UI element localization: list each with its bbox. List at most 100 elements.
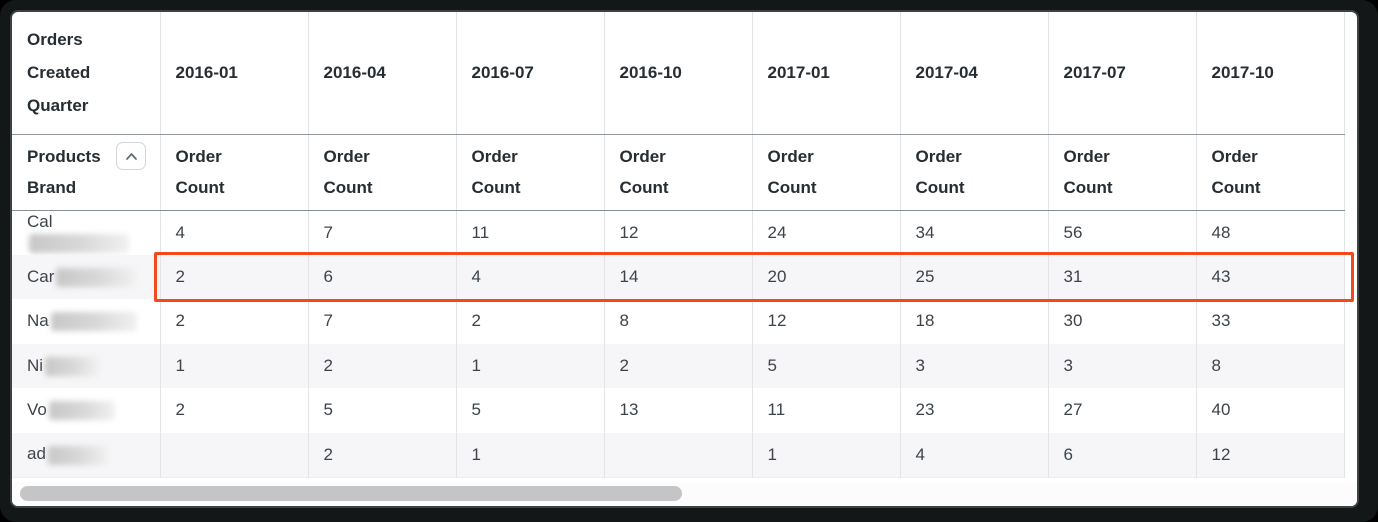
row-label-prefix: Car bbox=[27, 266, 55, 286]
order-count-cell[interactable]: 12 bbox=[752, 299, 901, 344]
measure-column-header[interactable]: Order Count bbox=[456, 134, 605, 211]
table-row: Vo 2 5 5 13 11 23 27 40 bbox=[12, 388, 1345, 433]
order-count-cell[interactable]: 5 bbox=[456, 388, 605, 433]
order-count-cell[interactable]: 13 bbox=[604, 388, 753, 433]
quarter-column-header[interactable]: 2016-10 bbox=[604, 12, 753, 135]
order-count-cell[interactable]: 2 bbox=[160, 299, 309, 344]
order-count-cell[interactable]: 4 bbox=[456, 254, 605, 299]
quarter-column-header[interactable]: 2016-07 bbox=[456, 12, 605, 135]
measure-label: Order Count bbox=[619, 147, 669, 197]
horizontal-scrollbar-thumb[interactable] bbox=[20, 486, 682, 501]
sort-button[interactable] bbox=[116, 141, 146, 170]
order-count-cell[interactable]: 12 bbox=[1196, 432, 1345, 477]
order-count-cell[interactable]: 4 bbox=[900, 432, 1049, 477]
order-count-cell[interactable]: 24 bbox=[752, 210, 901, 255]
redacted-label-blur bbox=[45, 356, 100, 376]
order-count-cell[interactable]: 1 bbox=[456, 343, 605, 388]
order-count-cell[interactable]: 7 bbox=[308, 299, 457, 344]
order-count-cell[interactable]: 3 bbox=[900, 343, 1049, 388]
order-count-cell[interactable]: 40 bbox=[1196, 388, 1345, 433]
measure-label: Order Count bbox=[767, 147, 817, 197]
pivot-dimension-header[interactable]: Products Brand bbox=[12, 134, 161, 211]
row-dimension-header[interactable]: Orders Created Quarter bbox=[12, 12, 161, 135]
redacted-label-blur bbox=[56, 267, 137, 287]
measure-label: Order Count bbox=[471, 147, 521, 197]
order-count-cell[interactable]: 8 bbox=[604, 299, 753, 344]
order-count-cell[interactable]: 6 bbox=[308, 254, 457, 299]
order-count-cell[interactable] bbox=[160, 432, 309, 477]
order-count-cell[interactable]: 2 bbox=[160, 254, 309, 299]
table-row: ad 2 1 1 4 6 12 bbox=[12, 432, 1345, 477]
measure-label: Order Count bbox=[1063, 147, 1113, 197]
row-label-cell[interactable]: Vo bbox=[12, 388, 161, 433]
table-body: Cal 4 7 11 12 24 34 56 48 Car 2 6 4 14 20 25 31 43 Na 2 7 2 8 1… bbox=[12, 210, 1345, 477]
measure-column-header[interactable]: Order Count bbox=[160, 134, 309, 211]
order-count-cell[interactable]: 2 bbox=[456, 299, 605, 344]
order-count-cell[interactable]: 2 bbox=[308, 343, 457, 388]
order-count-cell[interactable]: 14 bbox=[604, 254, 753, 299]
measure-column-header[interactable]: Order Count bbox=[1196, 134, 1345, 211]
order-count-cell[interactable]: 48 bbox=[1196, 210, 1345, 255]
order-count-cell[interactable]: 5 bbox=[752, 343, 901, 388]
order-count-cell[interactable] bbox=[604, 432, 753, 477]
order-count-cell[interactable]: 1 bbox=[160, 343, 309, 388]
order-count-cell[interactable]: 2 bbox=[308, 432, 457, 477]
order-count-cell[interactable]: 20 bbox=[752, 254, 901, 299]
order-count-cell[interactable]: 6 bbox=[1048, 432, 1197, 477]
table-row: Ni 1 2 1 2 5 3 3 8 bbox=[12, 343, 1345, 388]
order-count-cell[interactable]: 8 bbox=[1196, 343, 1345, 388]
quarter-column-header[interactable]: 2017-04 bbox=[900, 12, 1049, 135]
measure-column-header[interactable]: Order Count bbox=[604, 134, 753, 211]
redacted-label-blur bbox=[47, 445, 108, 465]
measure-label: Order Count bbox=[915, 147, 965, 197]
quarter-column-header[interactable]: 2017-07 bbox=[1048, 12, 1197, 135]
measure-header-row: Products Brand Order Count Order Count Ord… bbox=[12, 134, 1345, 211]
measure-label: Order Count bbox=[1211, 147, 1261, 197]
order-count-cell[interactable]: 23 bbox=[900, 388, 1049, 433]
quarter-column-header[interactable]: 2016-04 bbox=[308, 12, 457, 135]
row-label-cell[interactable]: Cal bbox=[12, 210, 161, 255]
order-count-cell[interactable]: 12 bbox=[604, 210, 753, 255]
measure-column-header[interactable]: Order Count bbox=[900, 134, 1049, 211]
horizontal-scrollbar-track[interactable] bbox=[12, 482, 1357, 506]
order-count-cell[interactable]: 11 bbox=[456, 210, 605, 255]
quarter-column-header[interactable]: 2017-10 bbox=[1196, 12, 1345, 135]
order-count-cell[interactable]: 7 bbox=[308, 210, 457, 255]
order-count-cell[interactable]: 43 bbox=[1196, 254, 1345, 299]
order-count-cell[interactable]: 33 bbox=[1196, 299, 1345, 344]
order-count-cell[interactable]: 18 bbox=[900, 299, 1049, 344]
order-count-cell[interactable]: 2 bbox=[160, 388, 309, 433]
quarter-header-row: Orders Created Quarter 2016-01 2016-04 201… bbox=[12, 12, 1345, 135]
table-row: Cal 4 7 11 12 24 34 56 48 bbox=[12, 210, 1345, 255]
table-row: Car 2 6 4 14 20 25 31 43 bbox=[12, 254, 1345, 299]
order-count-cell[interactable]: 27 bbox=[1048, 388, 1197, 433]
order-count-cell[interactable]: 1 bbox=[456, 432, 605, 477]
pivot-dimension-label: Products Brand bbox=[27, 147, 101, 197]
measure-column-header[interactable]: Order Count bbox=[1048, 134, 1197, 211]
order-count-cell[interactable]: 1 bbox=[752, 432, 901, 477]
quarter-column-header[interactable]: 2017-01 bbox=[752, 12, 901, 135]
row-label-prefix: Na bbox=[27, 311, 49, 331]
row-label-cell[interactable]: Car bbox=[12, 254, 161, 299]
order-count-cell[interactable]: 56 bbox=[1048, 210, 1197, 255]
measure-column-header[interactable]: Order Count bbox=[308, 134, 457, 211]
order-count-cell[interactable]: 25 bbox=[900, 254, 1049, 299]
order-count-cell[interactable]: 34 bbox=[900, 210, 1049, 255]
measure-column-header[interactable]: Order Count bbox=[752, 134, 901, 211]
row-label-cell[interactable]: ad bbox=[12, 432, 161, 477]
order-count-cell[interactable]: 2 bbox=[604, 343, 753, 388]
quarter-column-header[interactable]: 2016-01 bbox=[160, 12, 309, 135]
order-count-cell[interactable]: 31 bbox=[1048, 254, 1197, 299]
order-count-cell[interactable]: 3 bbox=[1048, 343, 1197, 388]
redacted-label-blur bbox=[48, 401, 115, 421]
data-table-panel: Orders Created Quarter 2016-01 2016-04 201… bbox=[12, 12, 1357, 506]
row-label-prefix: ad bbox=[27, 444, 46, 464]
order-count-cell[interactable]: 30 bbox=[1048, 299, 1197, 344]
pivot-table: Orders Created Quarter 2016-01 2016-04 201… bbox=[12, 12, 1345, 478]
row-label-cell[interactable]: Ni bbox=[12, 343, 161, 388]
order-count-cell[interactable]: 11 bbox=[752, 388, 901, 433]
row-label-cell[interactable]: Na bbox=[12, 299, 161, 344]
order-count-cell[interactable]: 4 bbox=[160, 210, 309, 255]
order-count-cell[interactable]: 5 bbox=[308, 388, 457, 433]
